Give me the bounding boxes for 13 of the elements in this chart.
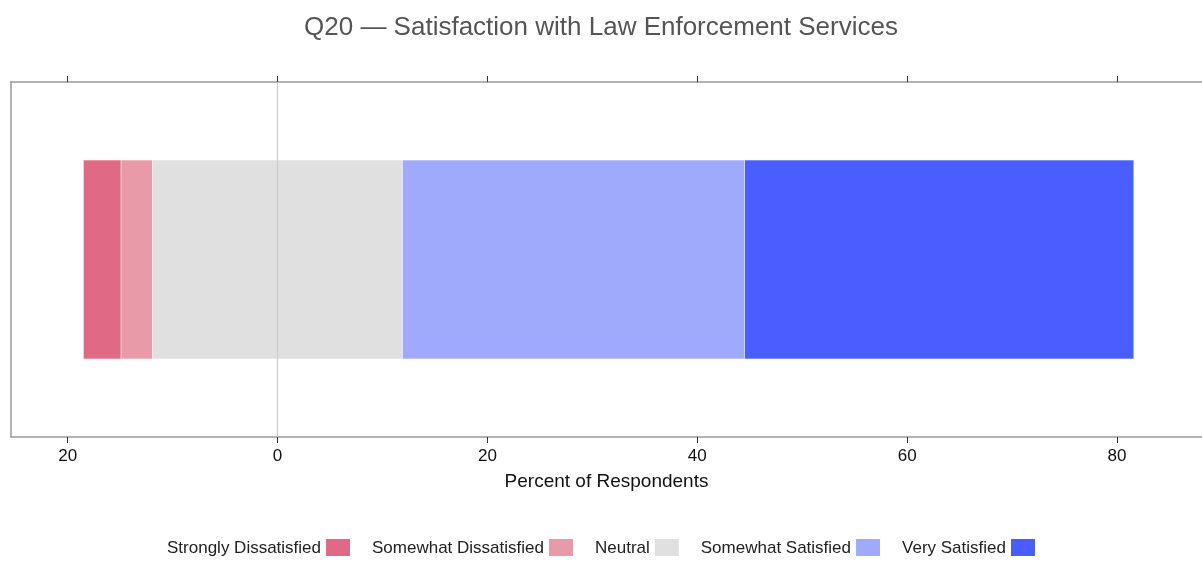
x-tick-label: 40	[687, 446, 707, 465]
legend-label: Somewhat Dissatisfied	[372, 538, 544, 557]
x-tick-label: 20	[58, 446, 78, 465]
x-tick-label: 0	[272, 446, 283, 465]
x-tick-label: 60	[897, 446, 917, 465]
legend-label: Neutral	[594, 538, 650, 557]
legend-label: Strongly Dissatisfied	[167, 538, 322, 557]
legend-label: Somewhat Satisfied	[700, 538, 852, 557]
chart-title: Q20 — Satisfaction with Law Enforcement Services	[304, 11, 898, 41]
legend-label: Very Satisfied	[902, 538, 1006, 557]
x-tick-label: 80	[1107, 446, 1127, 465]
x-axis-title: Percent of Respondents	[504, 470, 709, 491]
x-tick-label: 20	[477, 446, 497, 465]
